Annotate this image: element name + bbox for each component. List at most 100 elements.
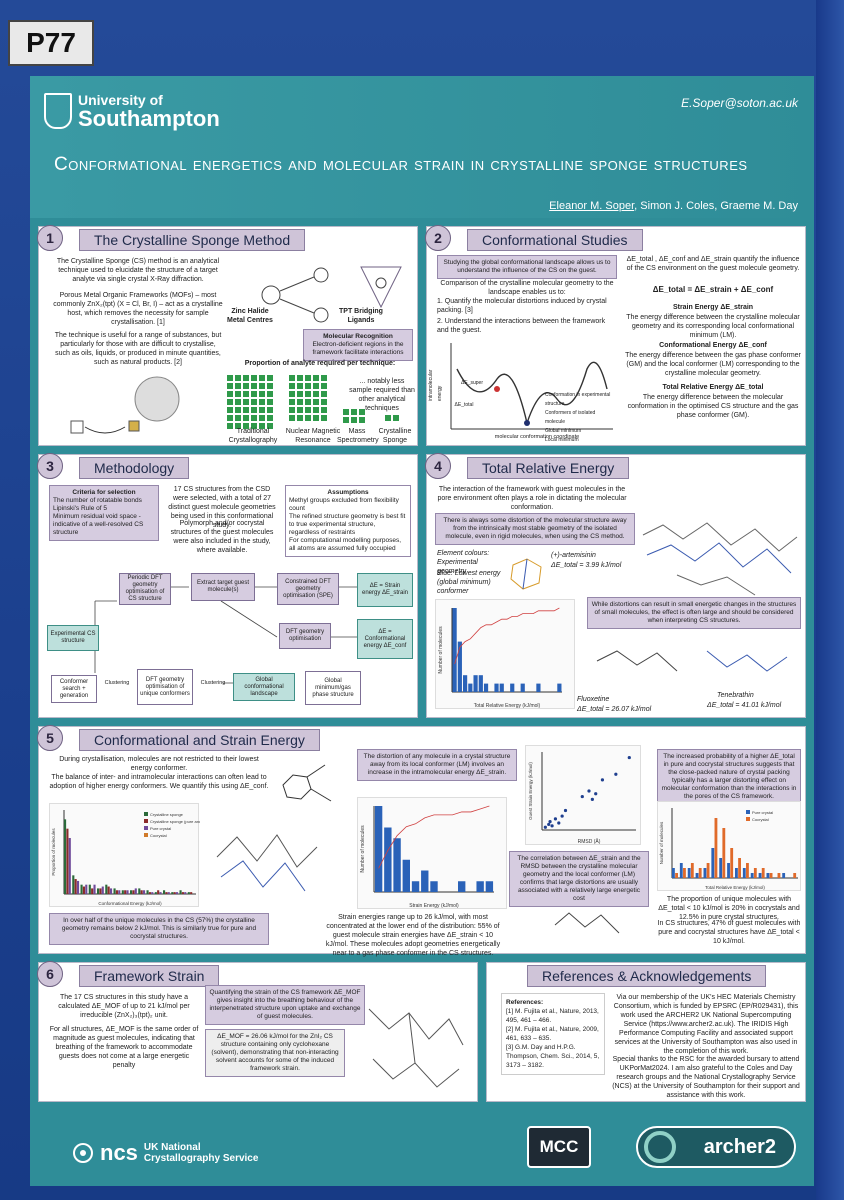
histogram-bar	[421, 870, 429, 892]
bar	[672, 868, 675, 878]
bar	[93, 884, 96, 894]
flow-constrained: Constrained DFT geometry optimisation (S…	[277, 573, 339, 605]
s1-p1: The Crystalline Sponge (CS) method is an…	[56, 258, 220, 283]
section-6: 6 Framework Strain The 17 CS structures …	[37, 961, 478, 1102]
histogram-bar	[478, 675, 483, 692]
bar	[64, 819, 67, 894]
poster-tag: P77	[8, 20, 94, 66]
sample-dot	[235, 375, 241, 381]
zinc-label: Zinc Halide Metal Centres	[227, 308, 273, 324]
bar	[80, 884, 83, 894]
bar	[132, 890, 135, 894]
less-note: ... notably less sample required than ot…	[349, 378, 415, 412]
flow-dft-opt: DFT geometry optimisation	[279, 623, 331, 649]
sample-dot	[235, 415, 241, 421]
sample-dot	[321, 383, 327, 389]
wall-edge	[816, 0, 844, 1200]
author-email: E.Soper@soton.ac.uk	[681, 96, 798, 110]
bar	[165, 892, 168, 894]
sample-dot	[343, 409, 349, 415]
s4-intro: The interaction of the framework with gu…	[437, 486, 627, 511]
sample-dot	[297, 375, 303, 381]
histogram-bar	[384, 827, 392, 892]
section-title: Framework Strain	[79, 965, 220, 987]
sample-dot	[235, 383, 241, 389]
histogram-bar	[402, 859, 410, 892]
sample-dot	[243, 407, 249, 413]
sample-dot	[251, 375, 257, 381]
bar	[66, 828, 69, 894]
s2-ylabel: intramolecular energy	[428, 369, 443, 401]
histogram-bar	[468, 683, 473, 692]
sample-dot	[305, 375, 311, 381]
bar	[730, 848, 734, 878]
bar	[146, 890, 149, 894]
s4-box2: While distortions can result in small en…	[587, 597, 801, 629]
sample-dot	[289, 415, 295, 421]
bar	[88, 884, 91, 894]
histogram-bar	[483, 683, 489, 692]
histogram-bar	[510, 683, 515, 692]
histogram-bar	[557, 683, 562, 692]
bar	[738, 858, 741, 878]
legend-label: Cocrystal	[752, 817, 769, 822]
sample-dot	[289, 407, 295, 413]
histogram-bar	[374, 806, 383, 892]
bar	[695, 873, 699, 878]
scatter-point	[627, 755, 631, 760]
sample-dot	[305, 391, 311, 397]
ncs-full: UK National Crystallography Service	[144, 1142, 259, 1164]
sample-dot	[267, 375, 273, 381]
bar	[99, 888, 102, 894]
section-title: Methodology	[79, 457, 190, 479]
section-number: 3	[37, 453, 63, 479]
scatter-point	[553, 817, 558, 821]
flow-search: Conformer search + generation	[51, 675, 97, 703]
total-body: The energy difference between the molecu…	[627, 394, 799, 419]
legend-swatch	[144, 812, 148, 816]
tenebrathin-molecule	[642, 522, 798, 596]
bar	[124, 890, 127, 894]
sample-dot	[321, 375, 327, 381]
sample-dot	[305, 383, 311, 389]
section-5: 5 Conformational and Strain Energy Durin…	[37, 725, 806, 957]
technique-label: Traditional Crystallography	[228, 428, 278, 444]
overlay-molecule	[216, 834, 318, 892]
section-number: 2	[425, 225, 451, 251]
technique-label: Nuclear Magnetic Resonance	[285, 428, 341, 444]
bar	[735, 868, 738, 878]
scatter-svg: RMSD (Å) Guest Strain Energy (kJ/mol)	[528, 752, 636, 845]
uni-of: University of	[78, 92, 163, 108]
sample-dot	[313, 399, 319, 405]
legend-item: Conformation in experimental structure	[545, 392, 611, 407]
assumption-item: For computational modelling purposes, al…	[289, 537, 402, 552]
artemisinin-energy: ΔE_total = 3.99 kJ/mol	[551, 562, 622, 569]
sample-dot	[243, 399, 249, 405]
flow-dft-unique: DFT geometry optimisation of unique conf…	[137, 669, 193, 705]
sample-dot	[251, 415, 257, 421]
proportion-title: Proportion of analyte required per techn…	[244, 360, 396, 367]
authors: Eleanor M. Soper, Simon J. Coles, Graeme…	[549, 200, 798, 212]
sample-dot	[243, 423, 249, 429]
strain-chart-svg: Strain Energy (kJ/mol) Number of molecule…	[360, 805, 494, 909]
sample-dot	[305, 415, 311, 421]
s5-half-box: In over half of the unique molecules in …	[49, 913, 269, 945]
criteria-box: Criteria for selection The number of rot…	[49, 485, 159, 541]
legend-item: Global minimum	[545, 428, 582, 434]
e-super-label: ΔE_super	[461, 380, 483, 386]
sample-dot	[259, 375, 265, 381]
strain-title: Strain Energy ΔE_strain	[672, 304, 754, 311]
bar	[746, 863, 749, 878]
main-author: Eleanor M. Soper	[549, 200, 635, 212]
s2-quantify: ΔE_total , ΔE_conf and ΔE_strain quantif…	[626, 256, 800, 272]
bar	[91, 888, 94, 894]
s2-item-text: Understand the interactions between the …	[437, 318, 606, 334]
criteria-title: Criteria for selection	[72, 489, 136, 496]
histogram-bar	[463, 675, 468, 692]
section-4: 4 Total Relative Energy The interaction …	[425, 453, 806, 718]
ncs-line: UK National	[143, 1142, 201, 1153]
ref-item: [3] G.M. Day and H.P.G. Thompson, Chem. …	[506, 1044, 600, 1069]
tpt-label: TPT Bridging Ligands	[339, 308, 383, 324]
s2-legend: Conformation in experimental structure C…	[545, 391, 615, 445]
s2-item: 1. Quantify the molecular distortions in…	[437, 298, 607, 314]
